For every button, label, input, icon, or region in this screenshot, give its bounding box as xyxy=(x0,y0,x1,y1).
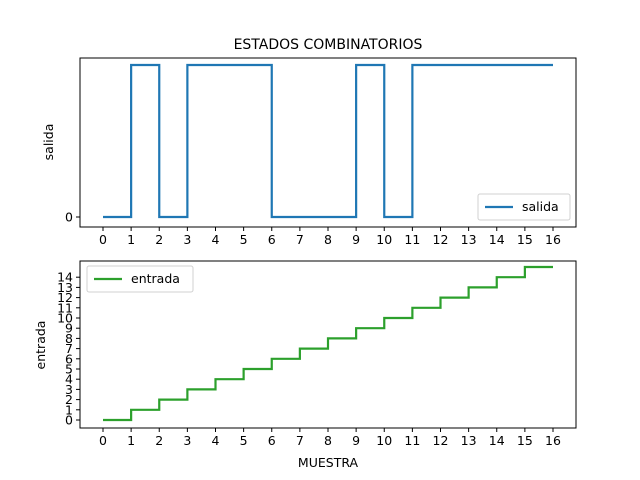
x-tick-label: 1 xyxy=(127,433,135,448)
legend-label-salida: salida xyxy=(522,199,559,214)
bottom-legend: entrada xyxy=(86,265,194,293)
y-tick-label: 5 xyxy=(65,362,73,377)
series-line-entrada xyxy=(103,265,553,422)
x-tick-label: 0 xyxy=(99,232,107,247)
y-tick-label: 4 xyxy=(65,372,73,387)
x-tick-label: 6 xyxy=(268,232,276,247)
bottom-y-axis-label: entrada xyxy=(33,321,48,370)
x-tick-label: 4 xyxy=(212,232,220,247)
x-tick-label: 12 xyxy=(433,433,449,448)
x-tick-label: 16 xyxy=(545,232,561,247)
y-tick-label: 11 xyxy=(57,300,73,315)
top-legend: salida xyxy=(477,193,571,221)
x-tick-label: 4 xyxy=(212,433,220,448)
x-axis-label: MUESTRA xyxy=(298,455,359,470)
y-tick-label: 3 xyxy=(65,382,73,397)
x-tick-label: 16 xyxy=(545,433,561,448)
x-tick-label: 1 xyxy=(127,232,135,247)
x-tick-label: 2 xyxy=(155,232,163,247)
x-tick-label: 9 xyxy=(352,433,360,448)
x-tick-label: 3 xyxy=(183,433,191,448)
y-tick-label: 8 xyxy=(65,331,73,346)
y-tick-label: 12 xyxy=(57,290,73,305)
y-tick-label: 0 xyxy=(65,413,73,428)
bottom-subplot: entrada MUESTRA 0 1 2 3 4 5 6 7 8 9 10 11 12 13 14 15 16… xyxy=(33,260,577,470)
y-tick-label: 6 xyxy=(65,351,73,366)
top-plot-frame xyxy=(79,57,577,228)
y-tick-label: 0 xyxy=(65,210,73,225)
y-tick-label: 7 xyxy=(65,341,73,356)
x-tick-label: 10 xyxy=(376,232,392,247)
x-tick-label: 2 xyxy=(155,433,163,448)
x-tick-label: 7 xyxy=(296,232,304,247)
y-tick-label: 2 xyxy=(65,392,73,407)
x-tick-label: 15 xyxy=(517,232,533,247)
x-tick-label: 7 xyxy=(296,433,304,448)
x-tick-label: 12 xyxy=(433,232,449,247)
x-tick-label: 6 xyxy=(268,433,276,448)
x-tick-label: 11 xyxy=(404,433,420,448)
x-tick-label: 8 xyxy=(324,232,332,247)
x-tick-label: 14 xyxy=(489,232,505,247)
x-tick-label: 11 xyxy=(404,232,420,247)
x-tick-label: 13 xyxy=(461,232,477,247)
x-tick-label: 10 xyxy=(376,433,392,448)
x-tick-label: 13 xyxy=(461,433,477,448)
top-y-axis-label: salida xyxy=(41,124,56,161)
x-tick-label: 5 xyxy=(240,232,248,247)
y-tick-label: 14 xyxy=(57,270,73,285)
x-tick-label: 15 xyxy=(517,433,533,448)
x-tick-label: 5 xyxy=(240,433,248,448)
x-tick-label: 14 xyxy=(489,433,505,448)
x-tick-label: 9 xyxy=(352,232,360,247)
y-tick-label: 9 xyxy=(65,321,73,336)
y-tick-label: 10 xyxy=(57,311,73,326)
legend-label-entrada: entrada xyxy=(131,271,180,286)
y-tick-label: 13 xyxy=(57,280,73,295)
x-tick-label: 8 xyxy=(324,433,332,448)
x-tick-label: 3 xyxy=(183,232,191,247)
series-line-salida xyxy=(103,63,553,219)
bottom-plot-frame xyxy=(79,260,577,429)
x-tick-label: 0 xyxy=(99,433,107,448)
chart-title: ESTADOS COMBINATORIOS xyxy=(234,37,423,53)
y-tick-label: 1 xyxy=(65,402,73,417)
